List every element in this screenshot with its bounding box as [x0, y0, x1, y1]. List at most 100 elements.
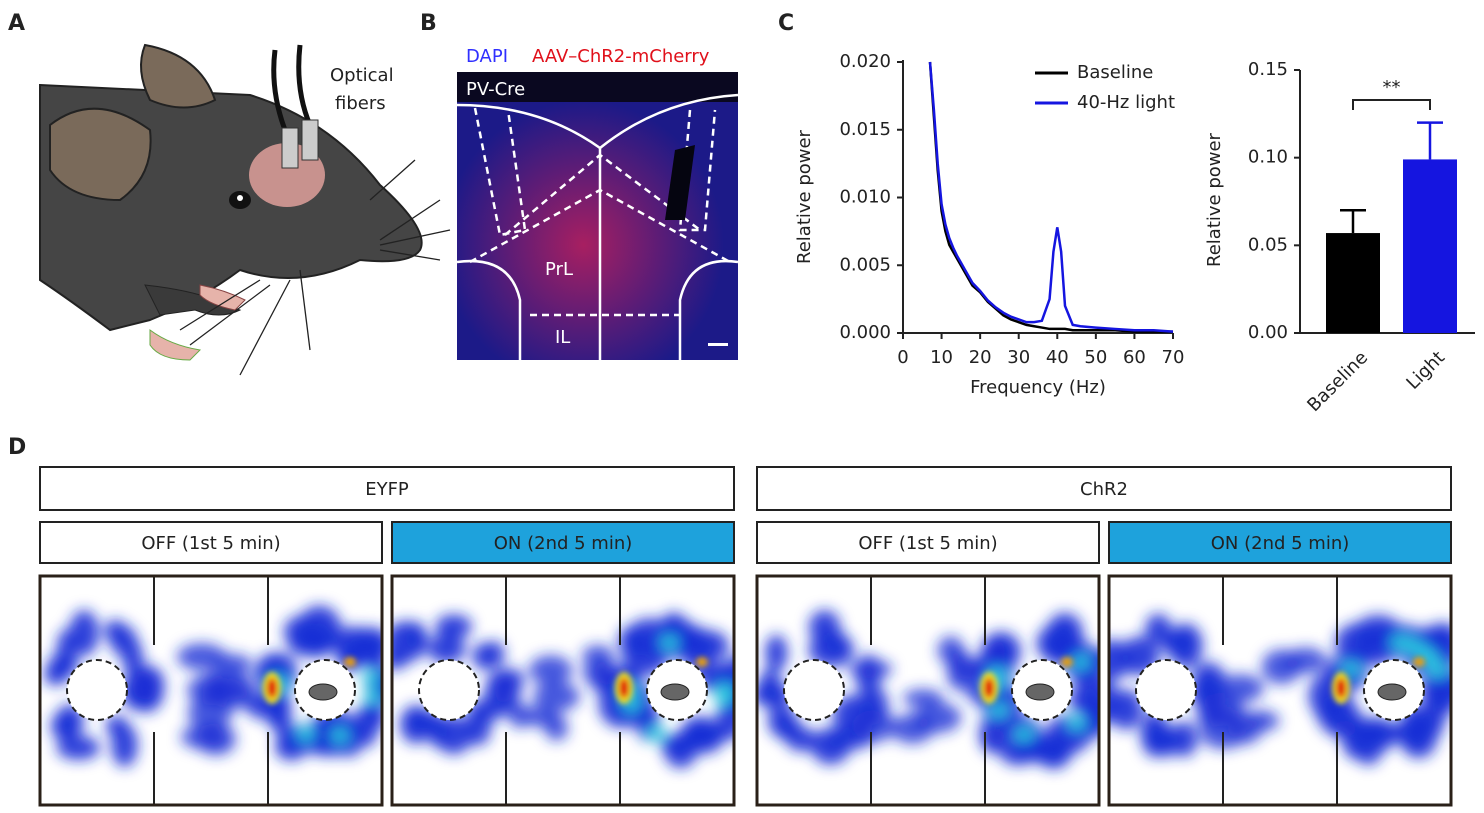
- group-label: EYFP: [365, 479, 409, 500]
- y-tick-label: 0.00: [1248, 322, 1288, 343]
- heat-layer: [392, 612, 734, 769]
- heat-blob: [984, 678, 994, 698]
- heatmap: [390, 574, 736, 807]
- heat-blob: [715, 691, 734, 706]
- x-tick-label: 50: [1084, 347, 1107, 368]
- heat-blob: [979, 729, 1008, 748]
- heat-blob: [405, 622, 427, 651]
- heat-blob: [187, 696, 232, 731]
- heat-blob: [1336, 678, 1346, 698]
- heat-blob: [765, 634, 788, 672]
- heat-blob: [826, 631, 849, 656]
- heat-blob: [999, 738, 1037, 766]
- y-tick-label: 0.10: [1248, 147, 1288, 168]
- heat-blob: [362, 670, 381, 685]
- heat-blob: [902, 689, 944, 708]
- legend-label: 40-Hz light: [1077, 92, 1175, 113]
- x-tick-label: 20: [969, 347, 992, 368]
- heat-blob: [1145, 613, 1172, 644]
- heat-blob: [582, 645, 614, 667]
- heat-blob: [619, 678, 629, 698]
- stain-label: AAV–ChR2-mCherry: [532, 46, 710, 67]
- heat-blob: [683, 716, 717, 744]
- heat-blob: [1083, 674, 1099, 718]
- heat-blob: [851, 710, 896, 743]
- heat-blob: [1355, 614, 1401, 647]
- heat-blob: [363, 689, 382, 704]
- heat-blob: [1217, 674, 1264, 703]
- stain-label: DAPI: [466, 46, 508, 67]
- y-tick-label: 0.05: [1248, 234, 1288, 255]
- heat-hotspots: [615, 657, 708, 704]
- heat-blob: [1363, 718, 1398, 751]
- region-label: PrL: [545, 259, 573, 280]
- heat-blob: [989, 703, 1008, 718]
- heat-blob: [274, 734, 308, 761]
- x-tick-label: 10: [930, 347, 953, 368]
- x-tick-label: 0: [897, 347, 908, 368]
- condition-label: ON (2nd 5 min): [494, 533, 633, 554]
- y-tick-label: 0.000: [839, 322, 891, 343]
- legend-label: Baseline: [1077, 62, 1153, 83]
- heat-blob: [50, 712, 78, 741]
- object-zone: [418, 659, 480, 721]
- panel-label: D: [8, 435, 26, 460]
- heat-blob: [333, 626, 373, 667]
- heat-blob: [187, 674, 234, 706]
- heat-blob: [130, 665, 165, 702]
- mouse-icon: [1025, 683, 1055, 701]
- heatmap: [755, 574, 1101, 807]
- heat-hotspots: [980, 657, 1073, 704]
- image-label: PV-Cre: [466, 79, 525, 100]
- heat-blob: [1390, 635, 1409, 650]
- heat-layer: [43, 605, 382, 767]
- heat-blob: [1035, 732, 1072, 770]
- heat-blob: [533, 681, 580, 712]
- y-tick-label: 0.015: [839, 119, 891, 140]
- heat-blob: [1168, 623, 1203, 669]
- heat-blob: [1413, 657, 1425, 667]
- heat-blob: [1326, 720, 1360, 738]
- heat-blob: [664, 732, 698, 769]
- bar: [1403, 159, 1457, 333]
- heatmap: [38, 574, 384, 807]
- heat-blob: [56, 735, 101, 760]
- x-tick-label: Baseline: [1303, 347, 1372, 416]
- heat-blob: [196, 722, 236, 756]
- heat-blob: [1192, 662, 1226, 701]
- frame: [390, 574, 736, 807]
- panel-label: B: [420, 11, 437, 36]
- x-tick-label: 30: [1007, 347, 1030, 368]
- heat-blob: [1284, 647, 1327, 674]
- heat-blob: [1387, 721, 1435, 744]
- heat-blob: [1061, 657, 1073, 667]
- annotation: Optical: [330, 65, 394, 86]
- x-tick-label: 70: [1162, 347, 1185, 368]
- y-tick-label: 0.010: [839, 187, 891, 208]
- heat-blob: [1068, 715, 1087, 730]
- series-line: [928, 61, 1173, 333]
- heatmap: [1107, 574, 1453, 807]
- heat-blob: [848, 659, 893, 679]
- heat-layer: [757, 610, 1099, 770]
- x-tick-label: Light: [1402, 347, 1449, 394]
- condition-label: OFF (1st 5 min): [858, 533, 997, 554]
- panel-d-frames: [39, 466, 1452, 564]
- mouse-icon: [308, 683, 338, 701]
- y-tick-label: 0.15: [1248, 59, 1288, 80]
- condition-label: OFF (1st 5 min): [141, 533, 280, 554]
- x-tick-label: 40: [1046, 347, 1069, 368]
- x-tick-label: 60: [1123, 347, 1146, 368]
- y-tick-label: 0.020: [839, 51, 891, 72]
- y-axis-label: Relative power: [794, 129, 815, 264]
- heat-blob: [427, 633, 466, 664]
- frame: [755, 574, 1101, 807]
- heat-blob: [1015, 727, 1034, 742]
- heat-blob: [330, 728, 349, 743]
- heat-layer: [1109, 613, 1451, 765]
- heat-blobs: [392, 612, 734, 769]
- object-zone: [66, 659, 128, 721]
- heat-blob: [1341, 662, 1360, 677]
- heat-blob: [365, 632, 382, 663]
- heat-blob: [1421, 652, 1440, 667]
